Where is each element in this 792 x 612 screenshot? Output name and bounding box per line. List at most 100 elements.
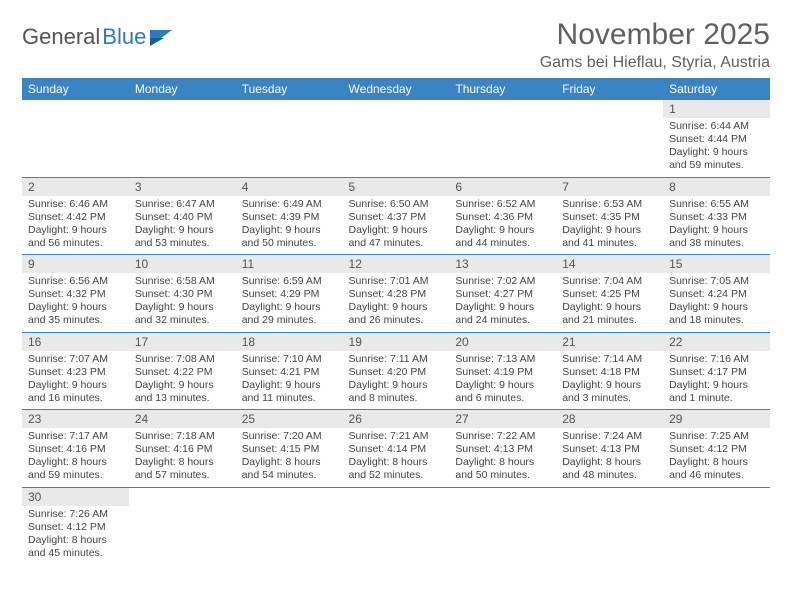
- daylight-text: Daylight: 9 hours and 59 minutes.: [669, 146, 764, 172]
- day-number: 22: [663, 333, 770, 351]
- day-content: Sunrise: 7:07 AMSunset: 4:23 PMDaylight:…: [22, 351, 129, 410]
- sunrise-text: Sunrise: 6:55 AM: [669, 198, 764, 211]
- weekday-header: Friday: [556, 78, 663, 100]
- day-content: Sunrise: 6:53 AMSunset: 4:35 PMDaylight:…: [556, 196, 663, 255]
- sunset-text: Sunset: 4:16 PM: [28, 443, 123, 456]
- weekday-header: Sunday: [22, 78, 129, 100]
- calendar-day-cell: 1Sunrise: 6:44 AMSunset: 4:44 PMDaylight…: [663, 100, 770, 177]
- empty-day: [556, 488, 663, 542]
- day-number: 26: [343, 410, 450, 428]
- location: Gams bei Hieflau, Styria, Austria: [540, 54, 770, 72]
- calendar-day-cell: 29Sunrise: 7:25 AMSunset: 4:12 PMDayligh…: [663, 410, 770, 488]
- sunrise-text: Sunrise: 7:20 AM: [242, 430, 337, 443]
- sunset-text: Sunset: 4:44 PM: [669, 133, 764, 146]
- sunset-text: Sunset: 4:13 PM: [455, 443, 550, 456]
- calendar-day-cell: [663, 487, 770, 564]
- day-number: 27: [449, 410, 556, 428]
- day-number: 23: [22, 410, 129, 428]
- sunrise-text: Sunrise: 7:11 AM: [349, 353, 444, 366]
- calendar-day-cell: 30Sunrise: 7:26 AMSunset: 4:12 PMDayligh…: [22, 487, 129, 564]
- daylight-text: Daylight: 8 hours and 45 minutes.: [28, 534, 123, 560]
- day-content: Sunrise: 7:01 AMSunset: 4:28 PMDaylight:…: [343, 273, 450, 332]
- calendar-day-cell: [556, 487, 663, 564]
- day-number: 7: [556, 178, 663, 196]
- calendar-day-cell: 27Sunrise: 7:22 AMSunset: 4:13 PMDayligh…: [449, 410, 556, 488]
- sunset-text: Sunset: 4:19 PM: [455, 366, 550, 379]
- sunset-text: Sunset: 4:37 PM: [349, 211, 444, 224]
- day-content: Sunrise: 6:49 AMSunset: 4:39 PMDaylight:…: [236, 196, 343, 255]
- calendar-day-cell: 3Sunrise: 6:47 AMSunset: 4:40 PMDaylight…: [129, 177, 236, 255]
- daylight-text: Daylight: 9 hours and 13 minutes.: [135, 379, 230, 405]
- calendar-day-cell: 24Sunrise: 7:18 AMSunset: 4:16 PMDayligh…: [129, 410, 236, 488]
- calendar-day-cell: 10Sunrise: 6:58 AMSunset: 4:30 PMDayligh…: [129, 255, 236, 333]
- sunrise-text: Sunrise: 6:58 AM: [135, 275, 230, 288]
- day-content: Sunrise: 6:47 AMSunset: 4:40 PMDaylight:…: [129, 196, 236, 255]
- daylight-text: Daylight: 9 hours and 26 minutes.: [349, 301, 444, 327]
- weekday-header: Saturday: [663, 78, 770, 100]
- daylight-text: Daylight: 8 hours and 48 minutes.: [562, 456, 657, 482]
- logo-text-1: General: [22, 24, 100, 50]
- sunrise-text: Sunrise: 6:47 AM: [135, 198, 230, 211]
- daylight-text: Daylight: 8 hours and 54 minutes.: [242, 456, 337, 482]
- day-content: Sunrise: 7:18 AMSunset: 4:16 PMDaylight:…: [129, 428, 236, 487]
- daylight-text: Daylight: 9 hours and 32 minutes.: [135, 301, 230, 327]
- calendar-day-cell: 22Sunrise: 7:16 AMSunset: 4:17 PMDayligh…: [663, 332, 770, 410]
- sunrise-text: Sunrise: 6:56 AM: [28, 275, 123, 288]
- day-content: Sunrise: 6:55 AMSunset: 4:33 PMDaylight:…: [663, 196, 770, 255]
- daylight-text: Daylight: 9 hours and 29 minutes.: [242, 301, 337, 327]
- daylight-text: Daylight: 9 hours and 41 minutes.: [562, 224, 657, 250]
- calendar-day-cell: 15Sunrise: 7:05 AMSunset: 4:24 PMDayligh…: [663, 255, 770, 333]
- day-number: 18: [236, 333, 343, 351]
- daylight-text: Daylight: 9 hours and 50 minutes.: [242, 224, 337, 250]
- sunrise-text: Sunrise: 7:08 AM: [135, 353, 230, 366]
- sunset-text: Sunset: 4:42 PM: [28, 211, 123, 224]
- daylight-text: Daylight: 9 hours and 47 minutes.: [349, 224, 444, 250]
- calendar-day-cell: [343, 487, 450, 564]
- day-number: 12: [343, 255, 450, 273]
- day-content: Sunrise: 6:44 AMSunset: 4:44 PMDaylight:…: [663, 118, 770, 177]
- day-number: 4: [236, 178, 343, 196]
- daylight-text: Daylight: 9 hours and 18 minutes.: [669, 301, 764, 327]
- sunrise-text: Sunrise: 6:53 AM: [562, 198, 657, 211]
- day-number: 9: [22, 255, 129, 273]
- sunrise-text: Sunrise: 6:50 AM: [349, 198, 444, 211]
- calendar-day-cell: 20Sunrise: 7:13 AMSunset: 4:19 PMDayligh…: [449, 332, 556, 410]
- daylight-text: Daylight: 8 hours and 50 minutes.: [455, 456, 550, 482]
- daylight-text: Daylight: 9 hours and 24 minutes.: [455, 301, 550, 327]
- day-content: Sunrise: 6:59 AMSunset: 4:29 PMDaylight:…: [236, 273, 343, 332]
- daylight-text: Daylight: 8 hours and 52 minutes.: [349, 456, 444, 482]
- daylight-text: Daylight: 8 hours and 46 minutes.: [669, 456, 764, 482]
- calendar-day-cell: 23Sunrise: 7:17 AMSunset: 4:16 PMDayligh…: [22, 410, 129, 488]
- empty-day: [129, 488, 236, 542]
- daylight-text: Daylight: 9 hours and 1 minute.: [669, 379, 764, 405]
- calendar-day-cell: [449, 487, 556, 564]
- calendar-day-cell: 12Sunrise: 7:01 AMSunset: 4:28 PMDayligh…: [343, 255, 450, 333]
- sunrise-text: Sunrise: 7:17 AM: [28, 430, 123, 443]
- day-number: 13: [449, 255, 556, 273]
- day-number: 25: [236, 410, 343, 428]
- calendar-day-cell: 5Sunrise: 6:50 AMSunset: 4:37 PMDaylight…: [343, 177, 450, 255]
- sunrise-text: Sunrise: 7:24 AM: [562, 430, 657, 443]
- sunrise-text: Sunrise: 7:04 AM: [562, 275, 657, 288]
- sunset-text: Sunset: 4:14 PM: [349, 443, 444, 456]
- daylight-text: Daylight: 9 hours and 3 minutes.: [562, 379, 657, 405]
- calendar-day-cell: 11Sunrise: 6:59 AMSunset: 4:29 PMDayligh…: [236, 255, 343, 333]
- sunset-text: Sunset: 4:27 PM: [455, 288, 550, 301]
- calendar-day-cell: [343, 100, 450, 177]
- sunset-text: Sunset: 4:20 PM: [349, 366, 444, 379]
- calendar-day-cell: [236, 100, 343, 177]
- empty-day: [129, 100, 236, 154]
- empty-day: [343, 100, 450, 154]
- sunset-text: Sunset: 4:24 PM: [669, 288, 764, 301]
- day-content: Sunrise: 6:46 AMSunset: 4:42 PMDaylight:…: [22, 196, 129, 255]
- day-number: 10: [129, 255, 236, 273]
- empty-day: [343, 488, 450, 542]
- day-content: Sunrise: 7:22 AMSunset: 4:13 PMDaylight:…: [449, 428, 556, 487]
- day-content: Sunrise: 7:20 AMSunset: 4:15 PMDaylight:…: [236, 428, 343, 487]
- sunset-text: Sunset: 4:17 PM: [669, 366, 764, 379]
- day-content: Sunrise: 6:56 AMSunset: 4:32 PMDaylight:…: [22, 273, 129, 332]
- daylight-text: Daylight: 9 hours and 11 minutes.: [242, 379, 337, 405]
- daylight-text: Daylight: 8 hours and 57 minutes.: [135, 456, 230, 482]
- day-number: 14: [556, 255, 663, 273]
- sunset-text: Sunset: 4:15 PM: [242, 443, 337, 456]
